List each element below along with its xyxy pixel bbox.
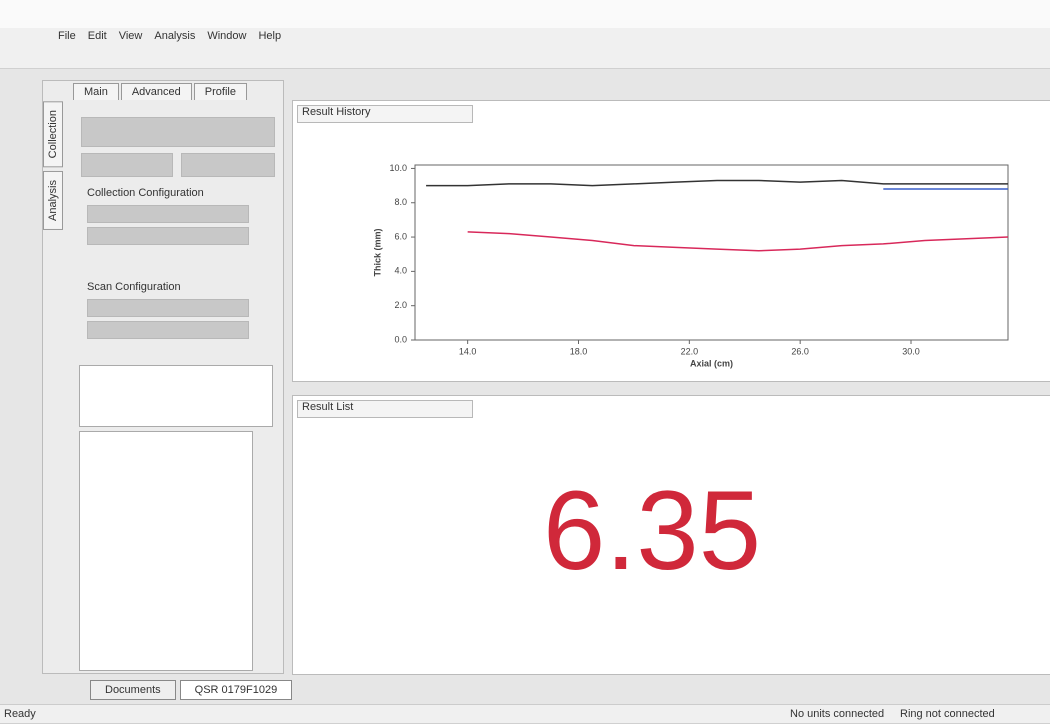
status-bar: Ready No units connected Ring not connec… xyxy=(0,704,1050,724)
section-heading: Collection Configuration xyxy=(87,187,204,199)
menu-item[interactable]: File xyxy=(58,30,76,42)
status-text: No units connected xyxy=(790,708,885,720)
menu: File Edit View Analysis Window Help xyxy=(58,30,293,42)
menu-item[interactable]: Help xyxy=(258,30,282,42)
status-text: Ring not connected xyxy=(900,708,995,720)
title-bar xyxy=(0,0,1050,29)
list-box[interactable] xyxy=(79,365,273,427)
button[interactable] xyxy=(81,153,173,177)
left-panel: Main Advanced Profile Collection Analysis C… xyxy=(42,80,284,674)
tab[interactable]: Advanced xyxy=(120,83,192,100)
toolbar xyxy=(0,46,1050,69)
dropdown[interactable]: Result History xyxy=(297,105,473,123)
result-value: 6.35 xyxy=(543,468,761,593)
side-tab[interactable]: Collection xyxy=(43,101,63,168)
side-tab[interactable]: Analysis xyxy=(43,171,63,231)
dropdown[interactable]: Result List xyxy=(297,400,473,418)
tab[interactable]: Main xyxy=(73,83,119,100)
menu-item[interactable]: Edit xyxy=(87,30,107,42)
menu-item[interactable]: Window xyxy=(207,30,247,42)
bottom-tabs: Documents QSR 0179F1029 xyxy=(90,680,296,700)
menu-bar: File Edit View Analysis Window Help xyxy=(0,28,1050,47)
dropdown[interactable] xyxy=(87,299,249,317)
result-panel: Result List 6.35 xyxy=(292,395,1050,675)
left-tabs: Main Advanced Profile xyxy=(73,83,249,100)
tab[interactable]: QSR 0179F1029 xyxy=(179,680,293,700)
section-heading: Scan Configuration xyxy=(87,281,181,293)
tab[interactable]: Profile xyxy=(193,83,247,100)
status-text: Ready xyxy=(4,708,36,720)
dropdown[interactable] xyxy=(87,227,249,245)
log-box xyxy=(79,431,253,671)
dropdown[interactable] xyxy=(87,321,249,339)
menu-item[interactable]: View xyxy=(118,30,143,42)
side-tabs: Collection Analysis xyxy=(43,101,65,234)
chart-panel: Result History xyxy=(292,100,1050,382)
dropdown[interactable] xyxy=(87,205,249,223)
button[interactable] xyxy=(81,117,275,147)
button[interactable] xyxy=(181,153,275,177)
tab[interactable]: Documents xyxy=(90,680,176,700)
menu-item[interactable]: Analysis xyxy=(154,30,196,42)
